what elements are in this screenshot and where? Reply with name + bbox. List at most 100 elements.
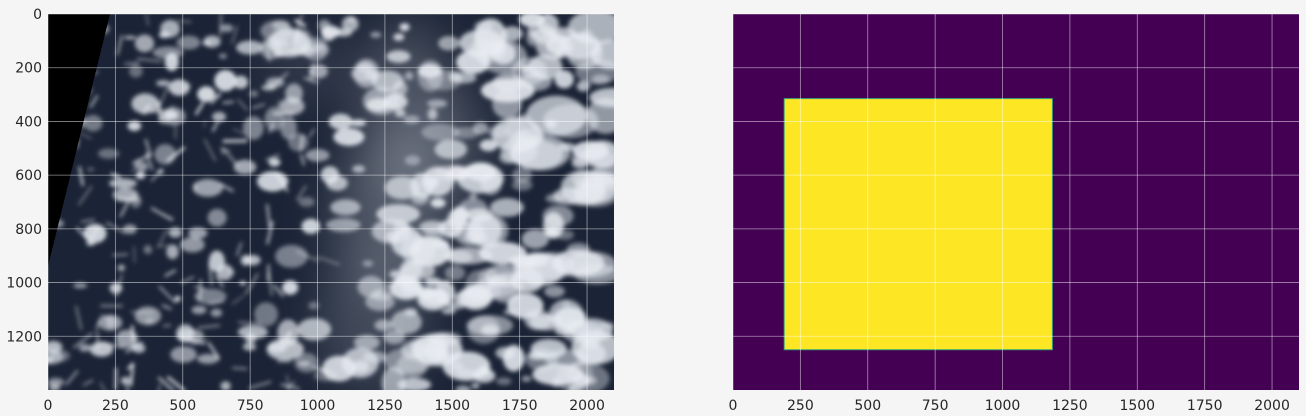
cloud xyxy=(353,58,380,88)
cloud-streak xyxy=(130,324,135,342)
cloud xyxy=(73,282,88,289)
cloud xyxy=(325,218,361,232)
cloud-streak xyxy=(183,83,191,89)
y-tick-label: 1000 xyxy=(6,276,42,292)
x-tick-label: 750 xyxy=(237,398,264,414)
cloud-streak xyxy=(268,122,275,134)
cloud xyxy=(479,241,527,265)
cloud xyxy=(333,128,365,146)
cloud xyxy=(216,264,234,281)
cloud xyxy=(188,227,208,239)
cloud xyxy=(131,93,159,114)
cloud xyxy=(503,309,518,316)
cloud xyxy=(86,167,95,172)
cloud xyxy=(220,381,231,390)
cloud-streak xyxy=(204,139,216,162)
cloud-streak xyxy=(82,379,94,386)
cloud xyxy=(312,43,330,57)
cloud xyxy=(166,244,179,260)
cloud-streak xyxy=(80,218,95,223)
right-grid xyxy=(732,13,1299,390)
left-grid xyxy=(47,13,614,390)
cloud xyxy=(445,301,466,310)
cloud xyxy=(554,70,574,89)
cloud xyxy=(301,218,321,234)
y-tick-label: 1200 xyxy=(6,329,42,345)
x-tick-label: 2000 xyxy=(569,398,605,414)
cloud xyxy=(562,300,571,308)
cloud-streak xyxy=(267,270,273,296)
cloud-streak xyxy=(65,370,79,386)
cloud xyxy=(164,52,179,72)
cloud-streak xyxy=(194,102,205,116)
satellite-image-panel: 0 250 500 750 1000 1250 1500 1750 2000 0 200 400 60… xyxy=(6,7,614,414)
cloud-streak xyxy=(207,342,221,360)
cloud xyxy=(489,198,524,217)
cloud-streak xyxy=(208,300,225,305)
x-tick-label: 1000 xyxy=(300,398,336,414)
cloud-streak xyxy=(295,250,319,262)
cloud-streak xyxy=(269,72,289,89)
x-tick-label: 2000 xyxy=(1254,398,1290,414)
cloud-streak xyxy=(309,63,314,82)
cloud xyxy=(266,338,304,361)
cloud xyxy=(330,199,361,216)
cloud xyxy=(554,50,564,58)
cloud xyxy=(219,24,234,33)
cloud xyxy=(525,95,587,137)
cloud-streak xyxy=(188,339,206,345)
cloud xyxy=(297,318,332,341)
cloud-streak xyxy=(191,338,208,346)
cloud xyxy=(242,342,257,351)
cloud xyxy=(521,229,550,249)
cloud xyxy=(362,260,374,267)
cloud-streak xyxy=(158,285,177,304)
cloud-streak xyxy=(156,244,169,248)
cloud xyxy=(452,126,480,139)
mask-panel: 0 250 500 750 1000 1250 1500 1750 2000 xyxy=(729,13,1299,414)
cloud xyxy=(352,165,366,173)
cloud xyxy=(554,325,574,336)
cloud xyxy=(174,295,181,302)
mask-rectangle xyxy=(783,98,1053,351)
x-tick-label: 250 xyxy=(102,398,129,414)
cloud xyxy=(129,64,143,78)
cloud-streak xyxy=(157,376,175,390)
cloud xyxy=(134,34,155,53)
cloud xyxy=(467,315,501,344)
cloud-streak xyxy=(237,321,261,325)
right-x-axis: 0 250 500 750 1000 1250 1500 1750 2000 xyxy=(729,398,1290,414)
cloud xyxy=(176,324,195,343)
cloud xyxy=(400,234,436,266)
cloud xyxy=(370,31,382,38)
cloud xyxy=(318,19,331,31)
cloud-streak xyxy=(162,110,179,124)
cloud-streak xyxy=(197,324,221,329)
cloud-streak xyxy=(158,229,168,247)
cloud xyxy=(83,115,103,132)
cloud xyxy=(472,122,489,135)
cloud xyxy=(521,375,532,382)
cloud-streak xyxy=(231,25,238,45)
x-tick-label: 1500 xyxy=(1119,398,1155,414)
cloud-streak xyxy=(292,51,302,56)
cloud-streak xyxy=(158,383,161,390)
cloud xyxy=(551,249,605,277)
cloud xyxy=(434,139,468,160)
cloud xyxy=(495,346,516,360)
cloud-streak xyxy=(100,341,125,349)
cloud-streak xyxy=(116,197,140,202)
cloud xyxy=(212,111,227,122)
cloud-streak xyxy=(129,362,135,387)
y-tick-label: 400 xyxy=(15,114,42,130)
cloud xyxy=(558,142,576,152)
left-y-axis: 0 200 400 600 800 1000 1200 xyxy=(6,7,42,345)
cloud xyxy=(210,308,223,318)
cloud xyxy=(417,288,450,311)
cloud xyxy=(427,108,438,121)
cloud-streak xyxy=(130,311,154,314)
cloud xyxy=(393,33,405,41)
cloud-streak xyxy=(286,380,295,390)
cloud xyxy=(275,244,308,268)
